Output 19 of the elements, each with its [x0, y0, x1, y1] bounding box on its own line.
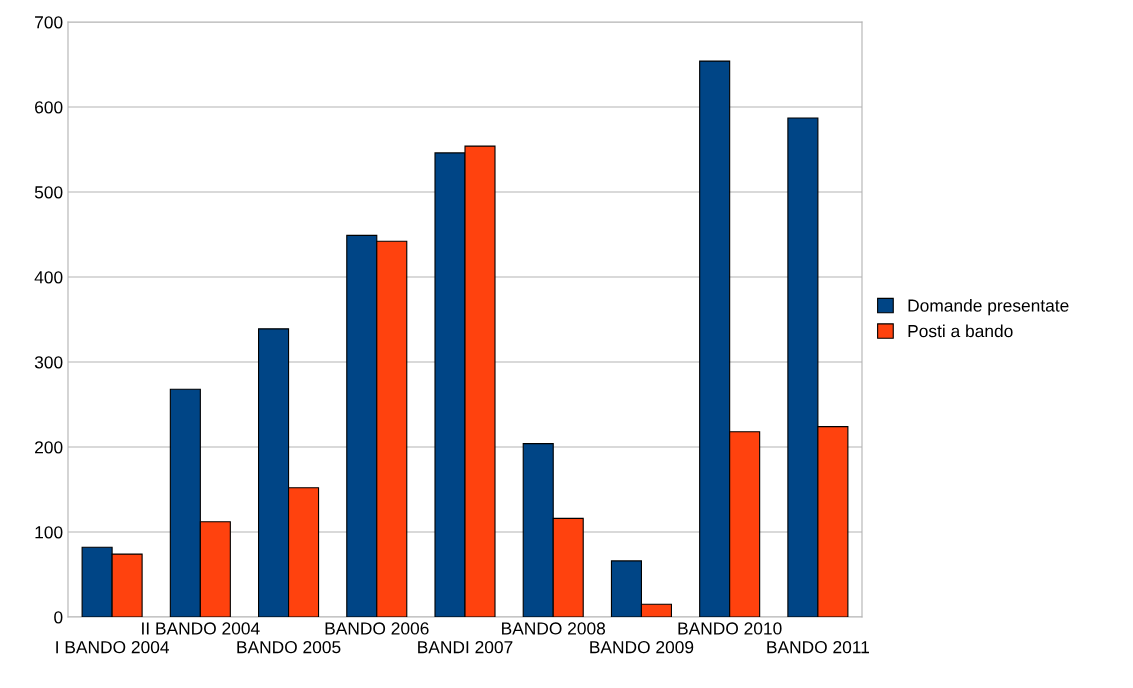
y-tick-label: 500 [34, 186, 63, 199]
y-tick-label: 100 [35, 526, 63, 539]
y-tick-label: 200 [35, 441, 63, 454]
x-tick-label: BANDO 2010 [678, 622, 782, 635]
legend-label: Posti a bando [908, 324, 1013, 338]
x-tick-label: BANDO 2011 [767, 641, 869, 654]
x-tick-label: I BANDO 2004 [56, 641, 170, 654]
x-tick-label: BANDO 2009 [590, 641, 694, 654]
x-tick-label: II BANDO 2004 [142, 622, 260, 635]
x-tick-label: BANDO 2008 [502, 622, 606, 635]
x-tick-label: BANDI 2007 [418, 641, 513, 654]
legend-label: Domande presentate [908, 298, 1069, 316]
y-tick-label: 700 [35, 16, 63, 29]
y-tick-label: 0 [54, 611, 63, 624]
x-tick-label: BANDO 2005 [237, 641, 341, 654]
x-tick-label: BANDO 2006 [325, 622, 429, 635]
y-tick-label: 400 [34, 271, 63, 284]
y-tick-label: 600 [35, 101, 63, 114]
y-tick-label: 300 [34, 356, 63, 369]
